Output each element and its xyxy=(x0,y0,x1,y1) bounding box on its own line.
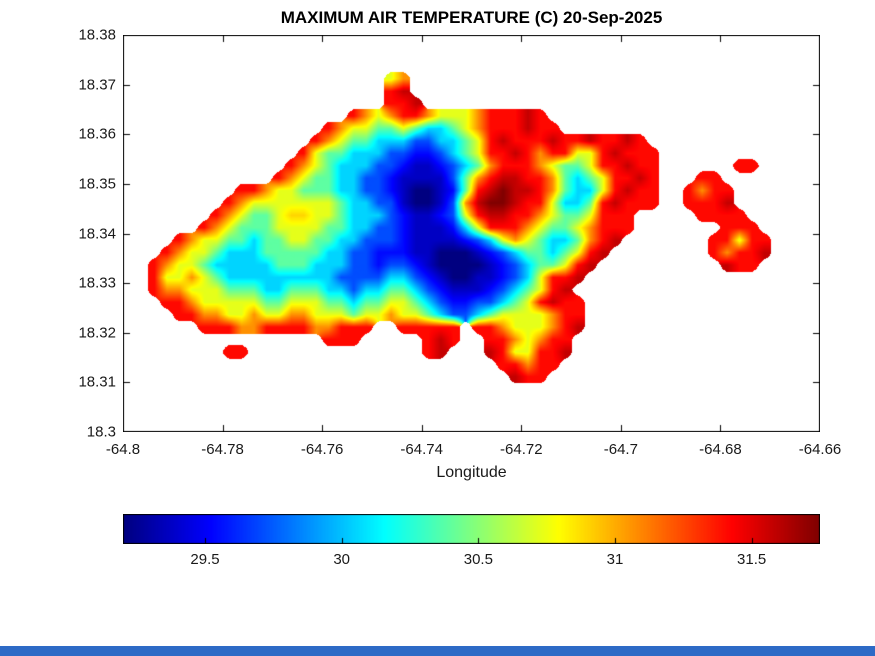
colorbar-tick-label: 31.5 xyxy=(737,551,767,568)
colorbar-tick-label: 29.5 xyxy=(190,551,220,568)
x-tick-label: -64.78 xyxy=(201,441,244,458)
y-tick-label: 18.36 xyxy=(78,125,116,143)
y-tick-label: 18.31 xyxy=(78,373,116,391)
colorbar-canvas xyxy=(123,514,820,544)
window-bottom-strip xyxy=(0,646,875,656)
x-tick-label: -64.7 xyxy=(603,441,638,458)
x-axis-label: Longitude xyxy=(436,464,507,481)
y-tick-label: 18.38 xyxy=(78,26,116,44)
y-tick-label: 18.3 xyxy=(86,423,116,441)
x-tick-label: -64.74 xyxy=(400,441,443,458)
y-tick-label: 18.35 xyxy=(78,175,116,193)
x-tick-label: -64.76 xyxy=(300,441,344,458)
colorbar-tick-label: 31 xyxy=(606,551,624,568)
colorbar-tick-label: 30.5 xyxy=(463,551,493,568)
x-tick-label: -64.8 xyxy=(105,441,141,458)
y-tick-label: 18.32 xyxy=(78,324,116,342)
x-tick-label: -64.66 xyxy=(798,441,842,458)
y-tick-label: 18.37 xyxy=(78,76,116,94)
chart-title: MAXIMUM AIR TEMPERATURE (C) 20-Sep-2025 xyxy=(280,8,663,27)
x-tick-label: -64.72 xyxy=(500,441,543,458)
x-tick-label: -64.68 xyxy=(699,441,742,458)
temperature-heatmap-canvas xyxy=(123,35,820,432)
y-tick-label: 18.34 xyxy=(78,225,116,242)
y-tick-label: 18.33 xyxy=(78,274,116,292)
colorbar-tick-label: 30 xyxy=(333,551,350,568)
